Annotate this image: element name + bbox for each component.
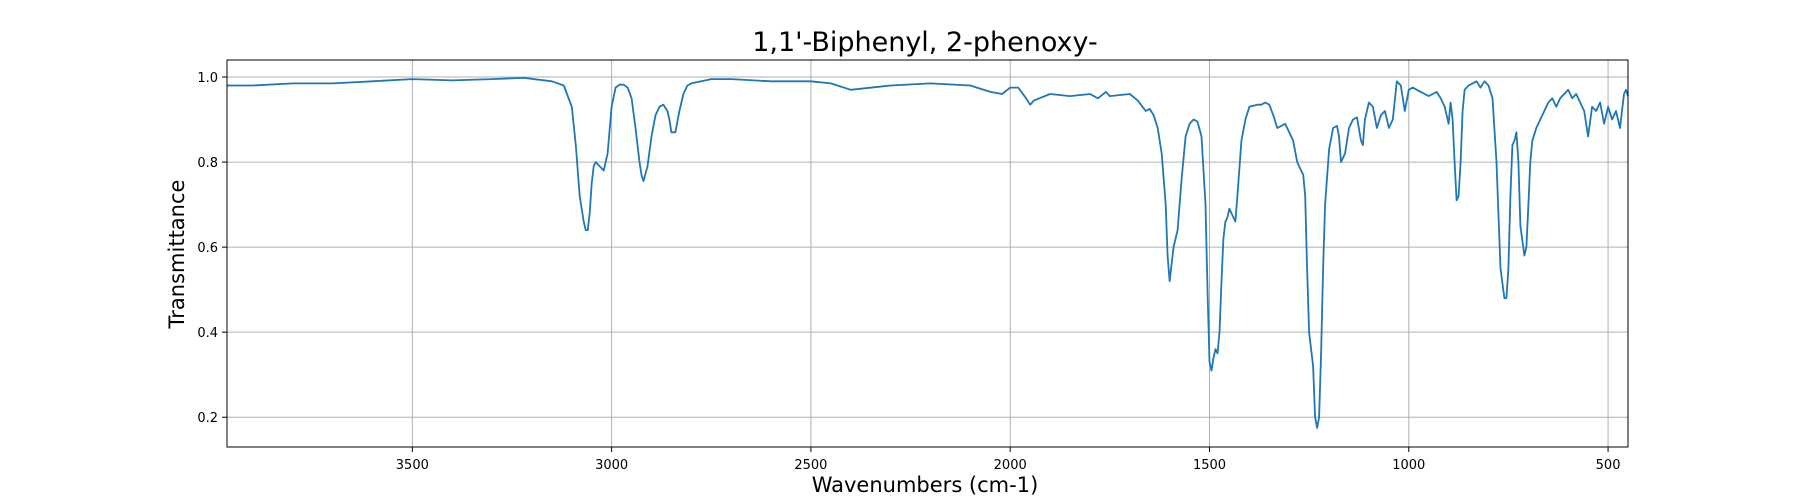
x-tick-label: 3500 bbox=[396, 458, 429, 473]
y-tick-label: 0.6 bbox=[197, 241, 218, 256]
y-axis-label: Transmittance bbox=[165, 180, 189, 330]
x-tick-label: 1500 bbox=[1193, 458, 1226, 473]
y-tick-label: 0.4 bbox=[197, 326, 218, 341]
x-tick-label: 2500 bbox=[794, 458, 827, 473]
plot-frame bbox=[226, 59, 1629, 448]
grid-lines bbox=[227, 60, 1628, 447]
x-tick-label: 1000 bbox=[1392, 458, 1425, 473]
chart-title: 1,1'-Biphenyl, 2-phenoxy- bbox=[752, 27, 1098, 58]
y-tick-label: 0.8 bbox=[197, 156, 218, 171]
x-tick-label: 500 bbox=[1596, 458, 1621, 473]
y-tick-label: 0.2 bbox=[197, 411, 218, 426]
y-tick-label: 1.0 bbox=[197, 71, 218, 86]
transmittance-series-line bbox=[227, 77, 1629, 429]
y-axis-ticks: 0.2 0.4 0.6 0.8 1.0 bbox=[197, 71, 227, 426]
x-tick-label: 2000 bbox=[994, 458, 1027, 473]
x-tick-label: 3000 bbox=[595, 458, 628, 473]
x-axis-label: Wavenumbers (cm-1) bbox=[812, 473, 1039, 497]
x-axis-ticks: 3500 3000 2500 2000 1500 1000 500 bbox=[396, 447, 1621, 473]
